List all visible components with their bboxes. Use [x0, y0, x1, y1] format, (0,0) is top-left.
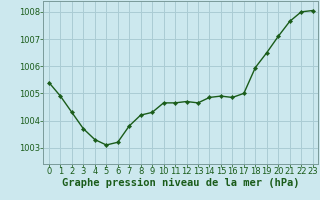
X-axis label: Graphe pression niveau de la mer (hPa): Graphe pression niveau de la mer (hPa)	[62, 178, 300, 188]
